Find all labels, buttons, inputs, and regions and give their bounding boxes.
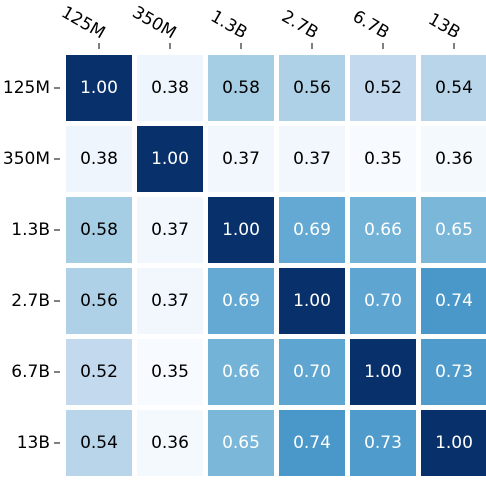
value-labels-layer: 1.00 0.38 0.58 0.56 0.52 0.54 0.38 1.00 0.37 0.37… [80,78,473,453]
heatmap-cell-0-2 [208,55,274,121]
heatmap-cell-1-5 [421,126,486,192]
y-tick-label-2: 1.3B [11,220,50,240]
cell-value-label-5-1: 0.36 [151,433,189,453]
cell-value-label-2-2: 1.00 [222,220,260,240]
cell-value-label-0-4: 0.52 [364,78,402,98]
heatmap-cell-1-2 [208,126,274,192]
heatmap-cell-1-1 [137,126,203,192]
heatmap-cell-2-4 [350,197,416,263]
cell-value-label-1-4: 0.35 [364,149,402,169]
cell-value-label-1-2: 0.37 [222,149,260,169]
cell-value-label-4-3: 0.70 [293,362,331,382]
cell-value-label-3-0: 0.56 [80,291,118,311]
y-tick-label-1: 350M [3,149,50,169]
heatmap-cell-1-3 [279,126,345,192]
heatmap-cell-2-3 [279,197,345,263]
heatmap-cell-1-0 [66,126,132,192]
cell-value-label-2-0: 0.58 [80,220,118,240]
cell-value-label-2-5: 0.65 [435,220,473,240]
cell-value-label-0-5: 0.54 [435,78,473,98]
heatmap-cell-5-4 [350,410,416,476]
cell-value-label-2-4: 0.66 [364,220,402,240]
cell-value-label-1-0: 0.38 [80,149,118,169]
x-tick-label-4: 6.7B [349,7,393,44]
heatmap-cell-0-1 [137,55,203,121]
x-tick-label-1: 350M [129,2,180,43]
cell-value-label-2-1: 0.37 [151,220,189,240]
cell-value-label-3-4: 0.70 [364,291,402,311]
x-tick-label-3: 2.7B [278,7,322,44]
heatmap-cell-0-3 [279,55,345,121]
cell-value-label-4-1: 0.35 [151,362,189,382]
heatmap-cell-5-2 [208,410,274,476]
cell-value-label-5-4: 0.73 [364,433,402,453]
cell-value-label-1-3: 0.37 [293,149,331,169]
cell-value-label-5-2: 0.65 [222,433,260,453]
heatmap-cell-3-5 [421,268,486,334]
cell-value-label-0-3: 0.56 [293,78,331,98]
x-axis-ticks: 125M 350M 1.3B 2.7B 6.7B 13B [58,2,464,49]
heatmap-cell-0-0 [66,55,132,121]
heatmap-cell-1-4 [350,126,416,192]
y-tick-label-4: 6.7B [11,362,50,382]
cell-value-label-5-3: 0.74 [293,433,331,453]
heatmap-cell-0-5 [421,55,486,121]
cell-value-label-3-5: 0.74 [435,291,473,311]
heatmap-cell-2-1 [137,197,203,263]
cell-value-label-0-0: 1.00 [80,78,118,98]
cell-value-label-3-1: 0.37 [151,291,189,311]
heatmap-cell-5-5 [421,410,486,476]
heatmap-cell-4-4 [350,339,416,405]
cell-value-label-2-3: 0.69 [293,220,331,240]
heatmap-cell-3-3 [279,268,345,334]
cell-value-label-1-5: 0.36 [435,149,473,169]
heatmap-cell-4-5 [421,339,486,405]
cell-value-label-3-2: 0.69 [222,291,260,311]
cell-value-label-1-1: 1.00 [151,149,189,169]
heatmap-cell-4-1 [137,339,203,405]
heatmap-cell-5-3 [279,410,345,476]
y-tick-label-0: 125M [3,78,50,98]
cell-value-label-0-1: 0.38 [151,78,189,98]
x-tick-label-5: 13B [425,9,464,43]
y-tick-label-5: 13B [17,433,50,453]
heatmap-cell-4-2 [208,339,274,405]
heatmap-cell-0-4 [350,55,416,121]
heatmap-cell-2-0 [66,197,132,263]
cell-value-label-4-4: 1.00 [364,362,402,382]
cell-value-label-5-5: 1.00 [435,433,473,453]
heatmap-cell-4-0 [66,339,132,405]
cell-value-label-5-0: 0.54 [80,433,118,453]
x-tick-label-0: 125M [58,2,109,43]
x-tick-label-2: 1.3B [207,7,251,44]
heatmap-cell-3-0 [66,268,132,334]
heatmap-cell-5-0 [66,410,132,476]
heatmap-cell-3-4 [350,268,416,334]
heatmap-cell-2-2 [208,197,274,263]
cell-value-label-3-3: 1.00 [293,291,331,311]
heatmap-cell-4-3 [279,339,345,405]
heatmap-cell-3-2 [208,268,274,334]
heatmap-cell-5-1 [137,410,203,476]
cell-value-label-4-2: 0.66 [222,362,260,382]
heatmap-cell-3-1 [137,268,203,334]
cell-value-label-4-5: 0.73 [435,362,473,382]
y-tick-label-3: 2.7B [11,291,50,311]
cell-value-label-4-0: 0.52 [80,362,118,382]
y-axis-ticks: 125M 350M 1.3B 2.7B 6.7B 13B [3,78,60,453]
cells-layer [66,55,486,476]
heatmap-cell-2-5 [421,197,486,263]
cell-value-label-0-2: 0.58 [222,78,260,98]
